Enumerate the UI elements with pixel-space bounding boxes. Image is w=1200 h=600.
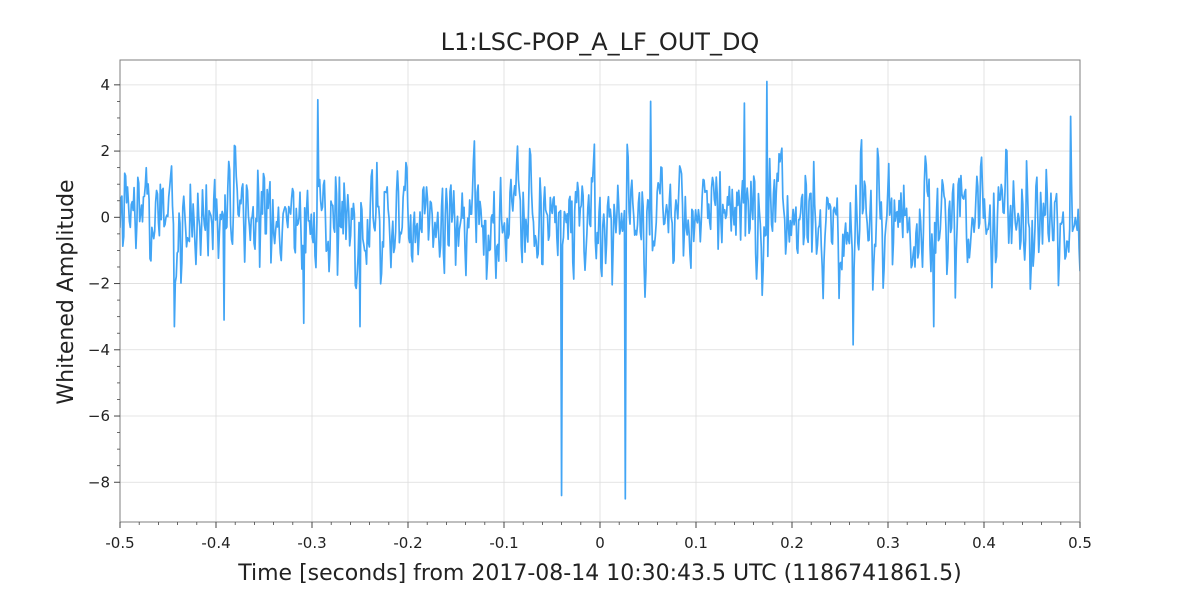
x-tick-label: 0.4	[972, 534, 996, 552]
x-tick-label: 0.5	[1068, 534, 1092, 552]
plot-area	[120, 80, 1080, 500]
x-tick-label: -0.3	[297, 534, 326, 552]
x-tick-label: -0.4	[201, 534, 230, 552]
x-tick-label: -0.1	[489, 534, 518, 552]
y-tick-label: 0	[100, 208, 110, 226]
x-axis-label: Time [seconds] from 2017-08-14 10:30:43.…	[237, 561, 961, 586]
chart-title: L1:LSC-POP_A_LF_OUT_DQ	[441, 28, 760, 56]
y-tick-label: −4	[88, 341, 110, 359]
y-tick-label: 2	[100, 142, 110, 160]
x-tick-label: -0.2	[393, 534, 422, 552]
x-tick-label: 0.2	[780, 534, 804, 552]
x-tick-label: 0	[595, 534, 605, 552]
x-axis: -0.5 -0.4 -0.3 -0.2 -0.1 0 0.1 0.2 0.3 0.4 0.5	[105, 522, 1092, 552]
y-tick-label: −2	[88, 275, 110, 293]
y-tick-label: −8	[88, 473, 110, 491]
y-axis: −8 −6 −4 −2 0 2 4	[88, 76, 120, 491]
y-tick-label: −6	[88, 407, 110, 425]
x-tick-label: -0.5	[105, 534, 134, 552]
y-axis-label: Whitened Amplitude	[54, 179, 79, 404]
x-tick-label: 0.1	[684, 534, 708, 552]
y-tick-label: 4	[100, 76, 110, 94]
whitened-strain-trace	[120, 80, 1080, 500]
x-tick-label: 0.3	[876, 534, 900, 552]
